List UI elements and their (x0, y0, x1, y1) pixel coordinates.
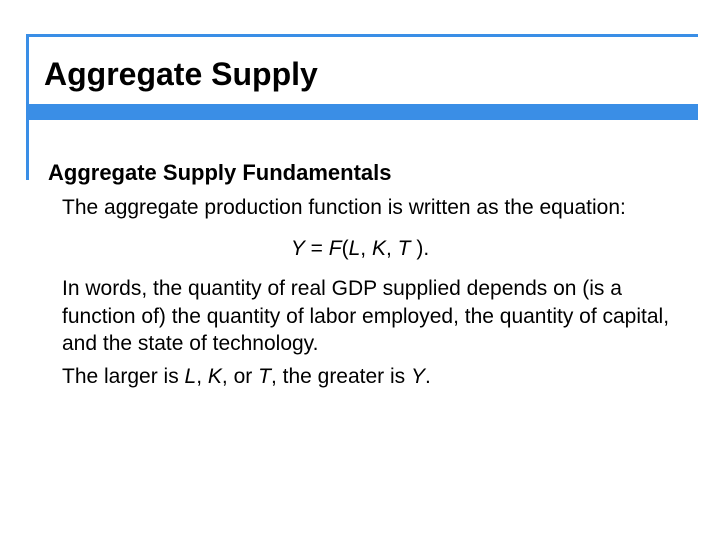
accent-rule-top (26, 34, 698, 37)
eq-open: ( (342, 237, 349, 260)
eq-arg-k: K (372, 237, 386, 260)
var-k: K (208, 365, 222, 388)
slide-title: Aggregate Supply (44, 56, 318, 93)
accent-rule-thick (26, 104, 698, 120)
txt-pre: The larger is (62, 365, 185, 388)
txt-mid3: , the greater is (271, 365, 411, 388)
intro-paragraph: The aggregate production function is wri… (62, 194, 672, 221)
eq-arg-t: T (398, 237, 417, 260)
var-y: Y (411, 365, 425, 388)
conclusion-paragraph: The larger is L, K, or T, the greater is… (62, 363, 672, 390)
accent-rule-left (26, 34, 29, 180)
explanation-paragraph: In words, the quantity of real GDP suppl… (62, 275, 672, 357)
section-subheading: Aggregate Supply Fundamentals (48, 160, 672, 186)
eq-fn: F (329, 237, 342, 260)
var-t: T (258, 365, 271, 388)
txt-mid2: , or (222, 365, 258, 388)
var-l: L (185, 365, 197, 388)
content-area: Aggregate Supply Fundamentals The aggreg… (48, 160, 672, 390)
eq-equals: = (305, 237, 329, 260)
slide-root: Aggregate Supply Aggregate Supply Fundam… (0, 0, 720, 540)
eq-sep2: , (386, 237, 398, 260)
eq-sep1: , (360, 237, 372, 260)
txt-mid1: , (196, 365, 208, 388)
eq-lhs: Y (291, 237, 305, 260)
txt-post: . (425, 365, 431, 388)
eq-arg-l: L (349, 237, 361, 260)
eq-close: ). (416, 237, 429, 260)
production-function-equation: Y = F(L, K, T ). (48, 237, 672, 261)
